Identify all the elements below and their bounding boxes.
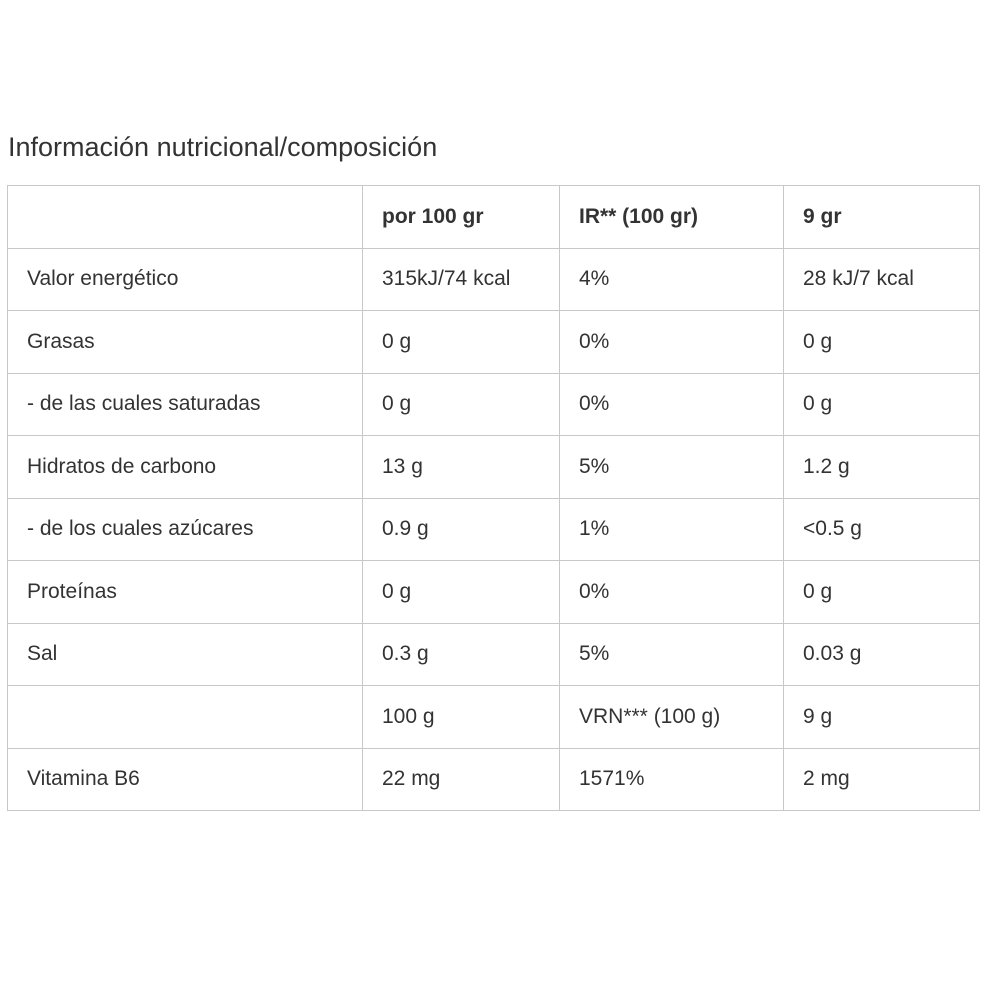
table-cell: - de los cuales azúcares xyxy=(7,497,363,561)
table-row: Valor energético 315kJ/74 kcal 4% 28 kJ/7 k… xyxy=(7,247,980,311)
table-cell: 0 g xyxy=(783,560,980,624)
table-cell: 1571% xyxy=(559,747,784,811)
table-cell: 1.2 g xyxy=(783,435,980,499)
table-row: 100 g VRN*** (100 g) 9 g xyxy=(7,685,980,749)
table-row: Grasas 0 g 0% 0 g xyxy=(7,310,980,374)
table-cell: 4% xyxy=(559,247,784,311)
table-cell: 0% xyxy=(559,310,784,374)
table-row: Vitamina B6 22 mg 1571% 2 mg xyxy=(7,747,980,811)
table-cell: Valor energético xyxy=(7,247,363,311)
nutrition-table: por 100 gr IR** (100 gr) 9 gr Valor energé… xyxy=(7,185,980,811)
table-cell xyxy=(7,685,363,749)
table-cell: <0.5 g xyxy=(783,497,980,561)
table-cell: 0% xyxy=(559,560,784,624)
table-cell: Sal xyxy=(7,622,363,686)
table-cell: - de las cuales saturadas xyxy=(7,372,363,436)
table-cell: 0.3 g xyxy=(362,622,560,686)
table-cell: 2 mg xyxy=(783,747,980,811)
header-cell: IR** (100 gr) xyxy=(559,185,784,249)
header-cell xyxy=(7,185,363,249)
table-cell: 0 g xyxy=(362,560,560,624)
table-cell: 0.03 g xyxy=(783,622,980,686)
table-cell: Hidratos de carbono xyxy=(7,435,363,499)
table-row: - de las cuales saturadas 0 g 0% 0 g xyxy=(7,372,980,436)
table-cell: Vitamina B6 xyxy=(7,747,363,811)
table-cell: 13 g xyxy=(362,435,560,499)
table-cell: 315kJ/74 kcal xyxy=(362,247,560,311)
header-cell: 9 gr xyxy=(783,185,980,249)
header-row: por 100 gr IR** (100 gr) 9 gr xyxy=(7,185,980,249)
table-cell: 22 mg xyxy=(362,747,560,811)
header-cell: por 100 gr xyxy=(362,185,560,249)
table-cell: 0.9 g xyxy=(362,497,560,561)
table-row: Sal 0.3 g 5% 0.03 g xyxy=(7,622,980,686)
table-cell: Proteínas xyxy=(7,560,363,624)
table-cell: 0 g xyxy=(362,310,560,374)
table-cell: VRN*** (100 g) xyxy=(559,685,784,749)
table-cell: 9 g xyxy=(783,685,980,749)
table-row: - de los cuales azúcares 0.9 g 1% <0.5 g xyxy=(7,497,980,561)
table-cell: 1% xyxy=(559,497,784,561)
table-cell: 28 kJ/7 kcal xyxy=(783,247,980,311)
table-cell: 5% xyxy=(559,435,784,499)
table-row: Hidratos de carbono 13 g 5% 1.2 g xyxy=(7,435,980,499)
table-cell: 0 g xyxy=(783,310,980,374)
table-row: Proteínas 0 g 0% 0 g xyxy=(7,560,980,624)
table-cell: 0 g xyxy=(362,372,560,436)
table-body: Valor energético 315kJ/74 kcal 4% 28 kJ/7 k… xyxy=(7,247,980,811)
title: Información nutricional/composición xyxy=(8,132,438,162)
table-cell: 100 g xyxy=(362,685,560,749)
table-cell: 5% xyxy=(559,622,784,686)
table-cell: 0 g xyxy=(783,372,980,436)
table-cell: 0% xyxy=(559,372,784,436)
table-cell: Grasas xyxy=(7,310,363,374)
